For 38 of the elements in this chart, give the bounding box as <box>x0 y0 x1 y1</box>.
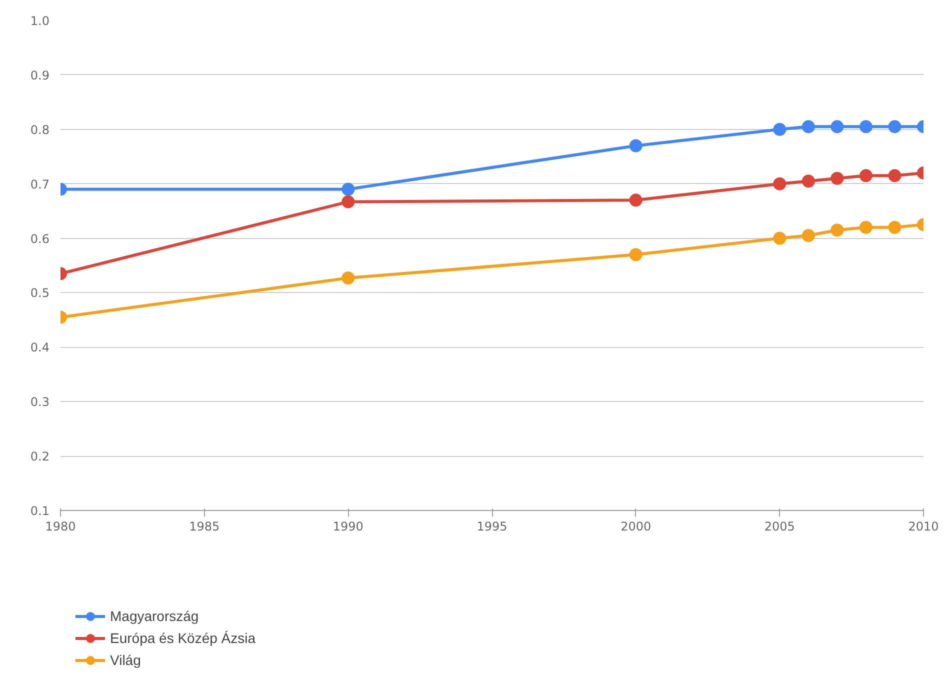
point <box>888 220 902 234</box>
point <box>888 169 902 182</box>
point <box>859 169 872 182</box>
legend-label: Világ <box>110 652 141 668</box>
y-tick-label: 0.7 <box>30 177 50 192</box>
point <box>629 194 642 207</box>
legend-label: Magyarország <box>110 608 199 624</box>
y-tick-label: 0.4 <box>30 340 50 355</box>
x-tick-label: 1995 <box>476 520 508 534</box>
point <box>859 120 872 134</box>
y-tick-label: 0.2 <box>30 450 50 464</box>
x-tick-label: 1985 <box>189 520 220 534</box>
y-tick-label: 0.9 <box>30 68 50 82</box>
y-tick-label: 1.0 <box>30 14 50 28</box>
x-tick-label: 1990 <box>332 520 364 534</box>
x-tick-label: 1980 <box>45 520 76 534</box>
y-tick-label: 0.1 <box>30 504 50 518</box>
legend-label: Európa és Közép Ázsia <box>110 630 256 646</box>
y-tick-label: 0.6 <box>30 232 50 246</box>
point <box>802 229 815 242</box>
x-tick-label: 2005 <box>764 520 795 534</box>
point <box>802 174 815 188</box>
x-tick-label: 2010 <box>908 520 939 534</box>
point <box>888 120 902 134</box>
point <box>629 139 642 152</box>
y-tick-label: 0.5 <box>30 286 50 300</box>
point <box>830 172 844 185</box>
y-tick-label: 0.8 <box>30 122 50 137</box>
y-tick-label: 0.3 <box>30 395 50 410</box>
point <box>859 220 872 234</box>
point <box>629 248 642 262</box>
point <box>802 120 815 134</box>
point <box>830 224 844 237</box>
point <box>773 122 786 136</box>
point <box>773 232 786 245</box>
x-tick-label: 2000 <box>620 520 652 534</box>
point <box>773 177 786 190</box>
point <box>830 120 844 134</box>
